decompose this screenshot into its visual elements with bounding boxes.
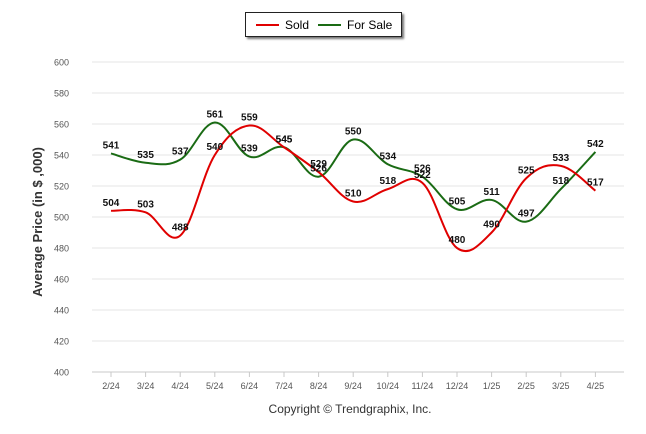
gridlines <box>92 61 624 342</box>
sold-data-label: 510 <box>345 189 362 200</box>
sold-data-label: 533 <box>552 153 569 164</box>
x-tick-label: 5/24 <box>206 381 224 391</box>
x-tick-label: 8/24 <box>310 381 328 391</box>
y-tick-label: 560 <box>54 120 69 130</box>
y-tick-label: 460 <box>54 275 69 285</box>
sold-data-label: 529 <box>310 159 327 170</box>
legend-item-for-sale[interactable]: For Sale <box>318 18 392 32</box>
x-tick-label: 6/24 <box>241 381 259 391</box>
copyright-text: Copyright © Trendgraphix, Inc. <box>268 402 432 416</box>
for-sale-data-label: 542 <box>587 139 604 150</box>
y-tick-label: 400 <box>54 368 69 378</box>
for-sale-data-label: 518 <box>552 176 569 187</box>
for-sale-data-label: 541 <box>103 140 120 151</box>
sold-data-label: 525 <box>518 165 535 176</box>
for-sale-line <box>110 121 597 223</box>
for-sale-data-label: 497 <box>518 209 535 220</box>
x-tick-label: 3/24 <box>137 381 155 391</box>
for-sale-data-label: 511 <box>484 187 501 198</box>
sold-line <box>110 124 597 253</box>
for-sale-data-label: 539 <box>241 144 258 155</box>
x-tick-label: 11/24 <box>411 381 433 391</box>
sold-data-label: 504 <box>103 198 120 209</box>
sold-data-label: 490 <box>483 220 500 231</box>
for-sale-data-label: 535 <box>137 150 154 161</box>
for-sale-data-label: 505 <box>449 196 466 207</box>
x-tick-label: 4/25 <box>587 381 605 391</box>
sold-data-label: 522 <box>414 170 431 181</box>
for-sale-data-label: 534 <box>379 151 396 162</box>
sold-data-label: 545 <box>276 134 293 145</box>
x-tick-label: 12/24 <box>446 381 469 391</box>
legend: Sold For Sale <box>245 12 402 37</box>
sold-data-label: 559 <box>241 113 258 124</box>
y-tick-label: 580 <box>54 89 69 99</box>
x-axis-ticks: 2/24 3/24 4/24 5/24 6/24 7/24 8/24 9/24 10/24 11/… <box>102 372 604 391</box>
legend-label-sold: Sold <box>285 18 310 32</box>
legend-swatch-sold <box>256 24 279 26</box>
for-sale-data-label: 537 <box>172 147 189 158</box>
sold-data-label: 517 <box>587 178 604 189</box>
x-tick-label: 2/25 <box>517 381 535 391</box>
sold-data-label: 503 <box>137 199 154 210</box>
for-sale-data-label: 526 <box>310 164 327 175</box>
y-axis-ticks: 400 420 440 460 480 500 520 540 560 580 600 <box>54 58 69 378</box>
y-tick-label: 520 <box>54 182 69 192</box>
series-lines <box>110 121 597 253</box>
y-tick-label: 500 <box>54 213 69 223</box>
for-sale-data-label: 526 <box>414 164 431 175</box>
sold-data-label: 540 <box>206 142 223 153</box>
legend-item-sold[interactable]: Sold <box>256 18 309 32</box>
legend-label-for-sale: For Sale <box>347 18 393 32</box>
x-tick-label: 1/25 <box>483 381 501 391</box>
y-tick-label: 480 <box>54 244 69 254</box>
for-sale-data-label: 545 <box>276 134 293 145</box>
for-sale-data-label: 550 <box>345 127 362 138</box>
data-labels: 504 503 488 540 559 545 529 510 518 522 480 490 525 5… <box>103 109 605 246</box>
x-tick-label: 3/25 <box>552 381 570 391</box>
sold-data-label: 518 <box>379 176 396 187</box>
x-tick-label: 10/24 <box>377 381 400 391</box>
x-tick-label: 4/24 <box>171 381 189 391</box>
sold-data-label: 488 <box>172 223 189 234</box>
x-tick-label: 2/24 <box>102 381 120 391</box>
y-axis-label: Average Price (in $ ,000) <box>30 147 45 297</box>
sold-data-label: 480 <box>449 235 466 246</box>
for-sale-data-label: 561 <box>206 109 223 120</box>
y-tick-label: 420 <box>54 337 69 347</box>
x-tick-label: 7/24 <box>275 381 293 391</box>
y-tick-label: 440 <box>54 306 69 316</box>
x-tick-label: 9/24 <box>344 381 362 391</box>
legend-swatch-for-sale <box>318 24 341 26</box>
y-tick-label: 600 <box>54 58 69 68</box>
y-tick-label: 540 <box>54 151 69 161</box>
